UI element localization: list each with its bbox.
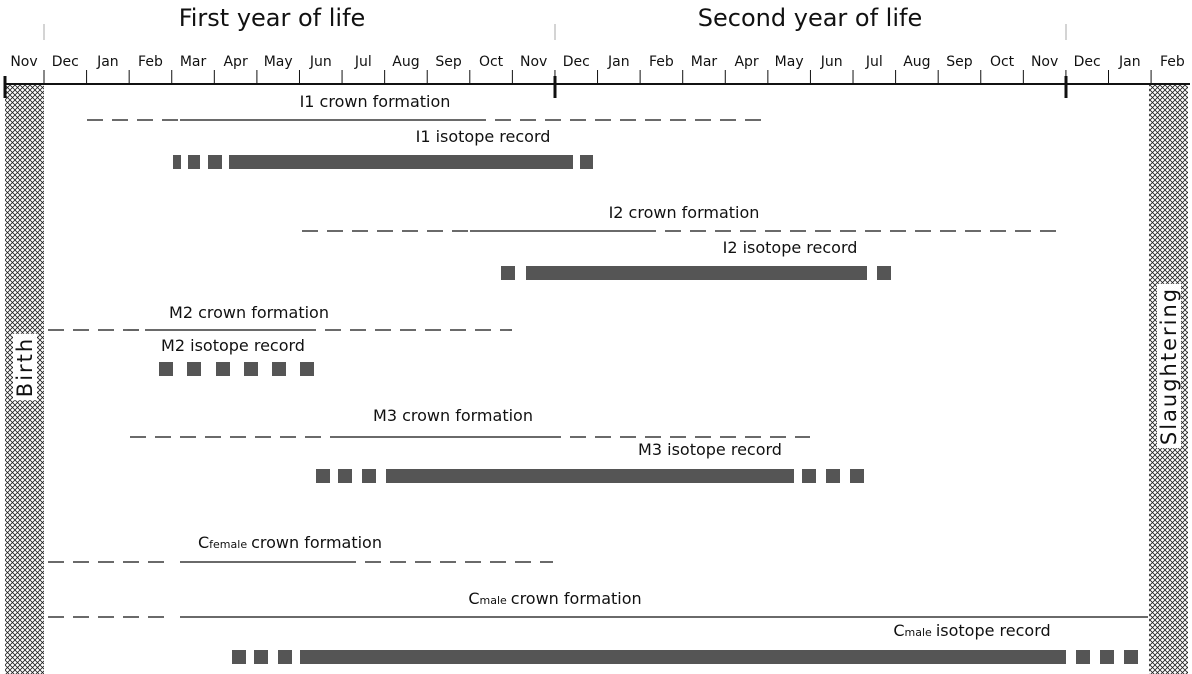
marker-bg <box>1157 283 1181 449</box>
month-label: Feb <box>138 54 163 70</box>
label-rest: crown formation <box>251 533 382 552</box>
label-main: C <box>893 621 904 640</box>
month-label: May <box>264 54 293 70</box>
year-label: Second year of life <box>698 4 922 32</box>
year-label: First year of life <box>179 4 366 32</box>
month-label: Nov <box>10 54 37 70</box>
row-label: M2 crown formation <box>169 303 329 322</box>
row-label: I1 isotope record <box>416 127 551 146</box>
label-rest: isotope record <box>936 621 1051 640</box>
record-block <box>208 155 222 169</box>
month-label: Jul <box>865 54 883 70</box>
record-block <box>187 362 201 376</box>
label-main: C <box>198 533 209 552</box>
record-block <box>229 155 573 169</box>
marker-bg <box>13 333 37 401</box>
month-label: Jan <box>1118 54 1141 70</box>
row-label: Cmale isotope record <box>893 621 1050 640</box>
month-label: Aug <box>903 54 930 70</box>
record-block <box>159 362 173 376</box>
row-label: M3 crown formation <box>373 406 533 425</box>
marker-label: Birth <box>13 337 37 397</box>
row-label: I2 crown formation <box>609 203 760 222</box>
record-block <box>501 266 515 280</box>
month-label: Nov <box>1031 54 1058 70</box>
record-block <box>300 362 314 376</box>
record-block <box>1100 650 1114 664</box>
month-label: Dec <box>563 54 590 70</box>
record-block <box>802 469 816 483</box>
label-sub: female <box>209 538 247 551</box>
month-label: Jan <box>607 54 630 70</box>
month-label: Oct <box>479 54 504 70</box>
record-block <box>526 266 867 280</box>
marker-label: Slaughtering <box>1157 287 1181 445</box>
month-label: Aug <box>392 54 419 70</box>
record-block <box>338 469 352 483</box>
label-main: C <box>468 589 479 608</box>
month-label: Sep <box>435 54 462 70</box>
month-label: Dec <box>52 54 79 70</box>
record-block <box>188 155 200 169</box>
month-label: Mar <box>180 54 207 70</box>
month-label: Feb <box>1160 54 1185 70</box>
record-block <box>1076 650 1090 664</box>
record-block <box>173 155 181 169</box>
month-label: Jun <box>309 54 332 70</box>
content: First year of life Second year of life Nov… <box>3 4 1185 664</box>
record-block <box>272 362 286 376</box>
row-label: Cfemale crown formation <box>198 533 382 552</box>
month-label: Apr <box>223 54 247 70</box>
record-block <box>232 650 246 664</box>
row-label: M2 isotope record <box>161 336 305 355</box>
record-block <box>244 362 258 376</box>
record-block <box>254 650 268 664</box>
month-label: May <box>775 54 804 70</box>
row-label: I2 isotope record <box>723 238 858 257</box>
record-block <box>362 469 376 483</box>
label-rest: crown formation <box>511 589 642 608</box>
month-label: Oct <box>990 54 1015 70</box>
month-label: Jan <box>96 54 119 70</box>
month-label: Mar <box>691 54 718 70</box>
record-block <box>300 650 1066 664</box>
label-sub: male <box>480 594 508 607</box>
record-block <box>826 469 840 483</box>
month-label: Feb <box>649 54 674 70</box>
row-label: I1 crown formation <box>300 92 451 111</box>
record-block <box>386 469 794 483</box>
record-block <box>216 362 230 376</box>
month-label: Jun <box>820 54 843 70</box>
record-block <box>850 469 864 483</box>
month-label: Dec <box>1074 54 1101 70</box>
record-block <box>580 155 593 169</box>
row-label: M3 isotope record <box>638 440 782 459</box>
record-block <box>877 266 891 280</box>
record-block <box>1124 650 1138 664</box>
month-label: Sep <box>946 54 973 70</box>
month-label: Jul <box>354 54 372 70</box>
record-block <box>278 650 292 664</box>
label-sub: male <box>905 626 933 639</box>
month-label: Nov <box>520 54 547 70</box>
month-label: Apr <box>734 54 758 70</box>
row-label: Cmale crown formation <box>468 589 641 608</box>
record-block <box>316 469 330 483</box>
